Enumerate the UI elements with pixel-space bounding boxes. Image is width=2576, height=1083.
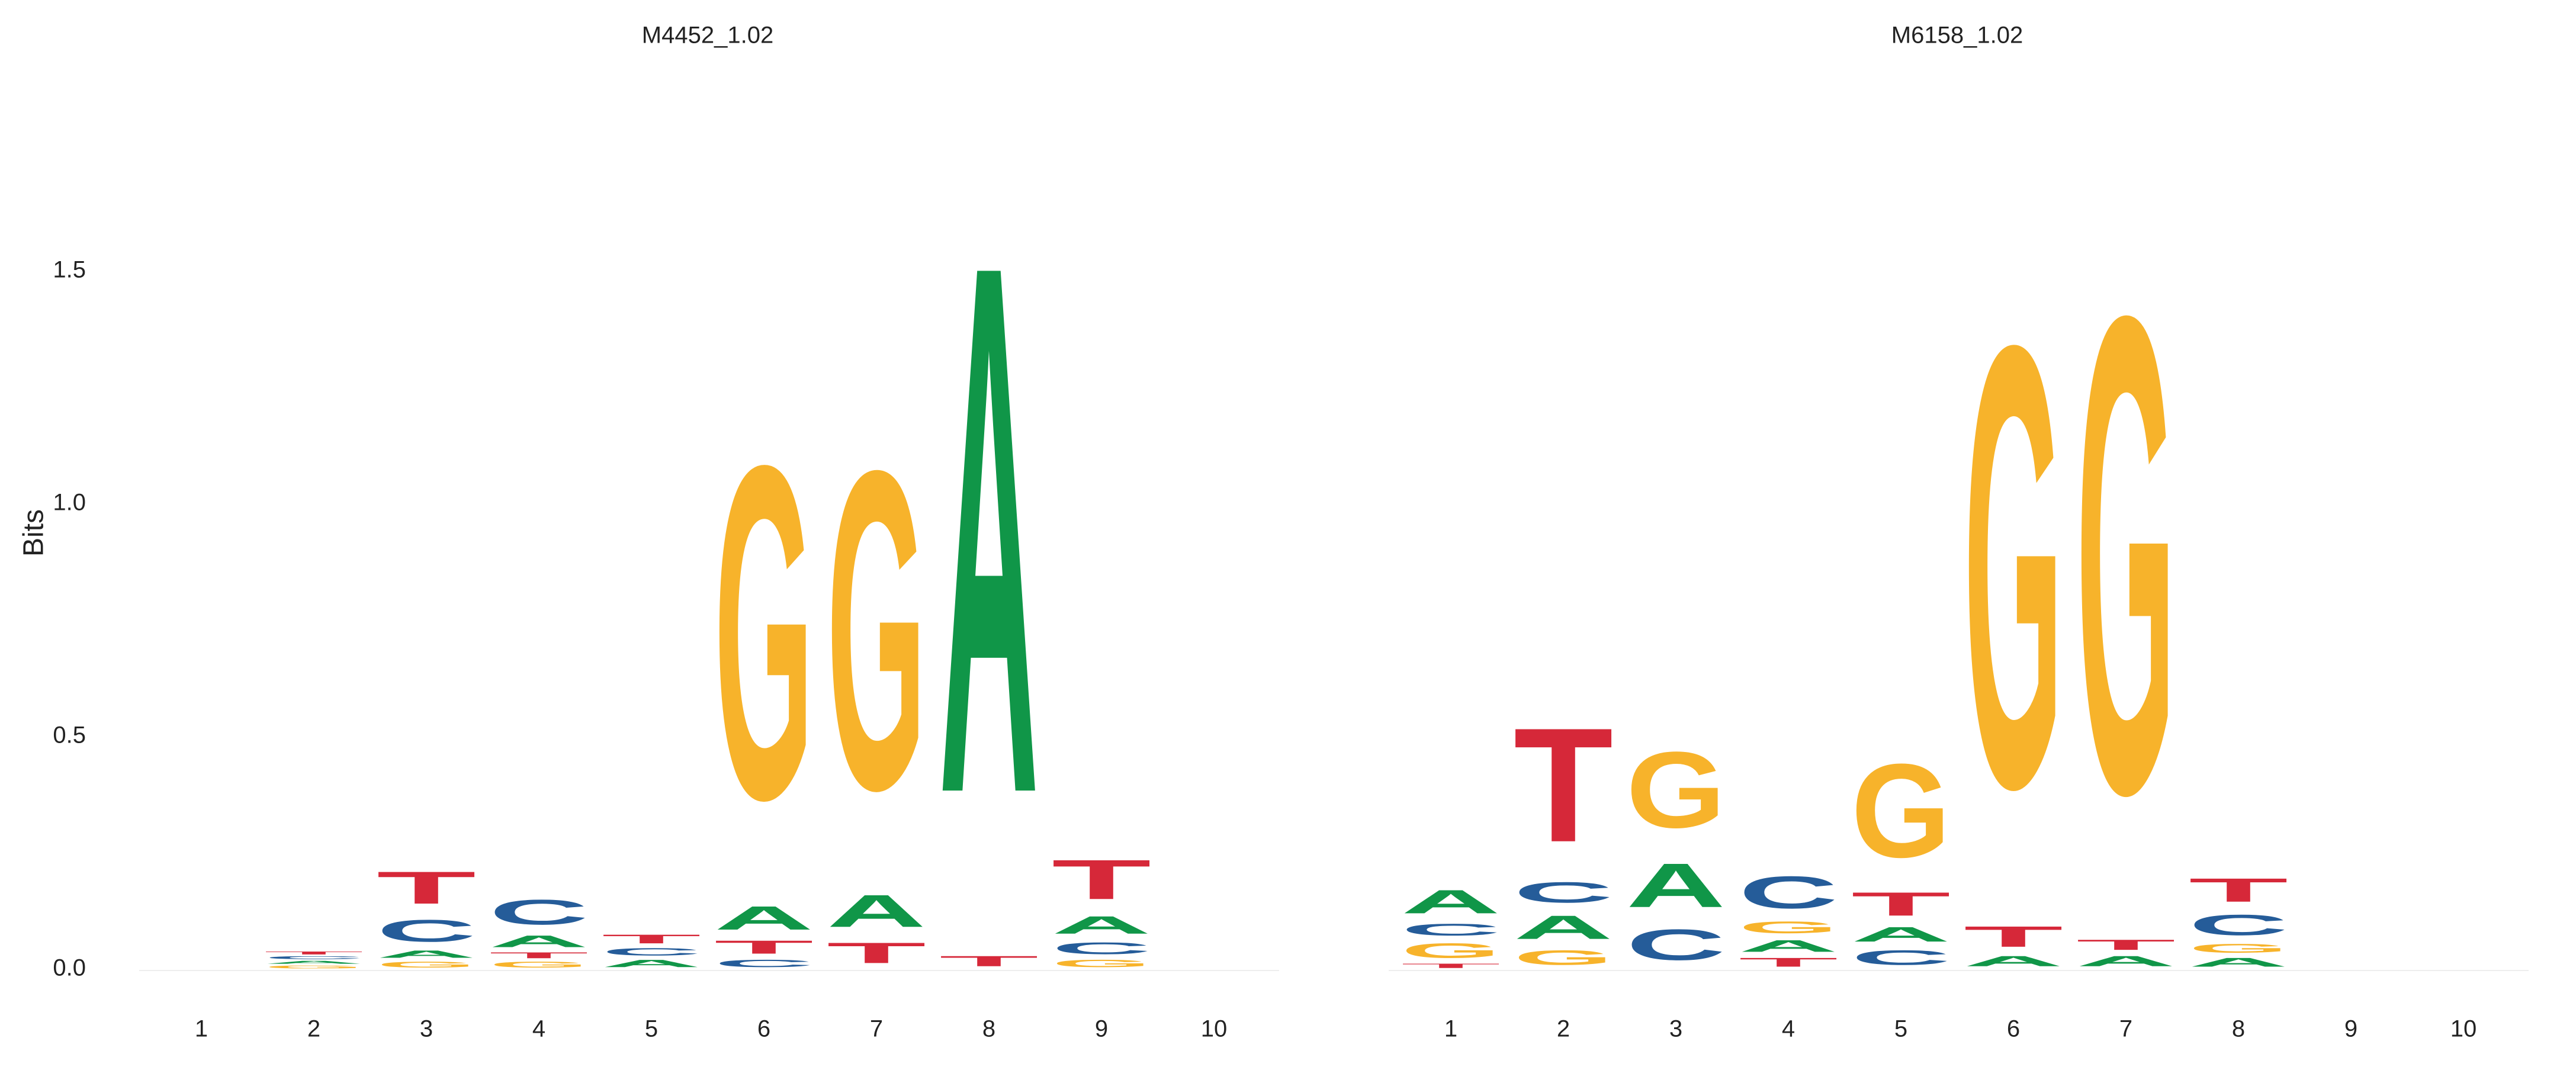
logo-panel-1: M4452_1.021 2GACT3GACT4GTAC5ACT6CTAG7TAG8… (139, 23, 1279, 1042)
logo-letter-C: C (1514, 876, 1613, 909)
logo-letter-A: A (1739, 937, 1838, 955)
logo-letter-C: C (1626, 920, 1726, 969)
logo-letter-A: A (489, 932, 589, 950)
x-tick-label: 3 (1669, 1016, 1682, 1042)
logo-letter-T: T (602, 932, 701, 946)
y-tick-label: 1.5 (53, 257, 86, 283)
logo-letter-T: T (1739, 955, 1838, 969)
logo-letter-G: G (827, 376, 926, 885)
logo-letter-A: A (2189, 955, 2288, 969)
x-tick-label: 1 (1444, 1016, 1457, 1042)
logo-letter-T: T (377, 862, 476, 914)
x-tick-label: 4 (1782, 1016, 1795, 1042)
logo-letter-T: T (1514, 695, 1613, 876)
logo-letter-A: A (939, 108, 1039, 952)
logo-letter-G: G (1401, 939, 1501, 962)
logo-letter-T: T (1851, 885, 1951, 923)
x-tick-label: 2 (307, 1016, 320, 1042)
logo-letter-G: G (714, 366, 814, 898)
logo-letter-T: T (489, 951, 589, 960)
x-tick-label: 9 (1095, 1016, 1108, 1042)
logo-letter-A: A (2076, 953, 2176, 969)
panel-title: M6158_1.02 (1891, 23, 2023, 49)
x-tick-label: 10 (1201, 1016, 1228, 1042)
logo-letter-A: A (1514, 909, 1613, 946)
logo-letter-C: C (264, 955, 364, 960)
logo-panels: M4452_1.021 2GACT3GACT4GTAC5ACT6CTAG7TAG8… (139, 23, 2529, 1042)
x-tick-label: 7 (870, 1016, 883, 1042)
x-tick-label: 10 (2450, 1016, 2477, 1042)
logo-letter-G: G (1626, 730, 1726, 850)
logo-letter-T: T (1964, 920, 2063, 953)
logo-letter-G: G (1514, 946, 1613, 969)
logo-letter-A: A (264, 960, 364, 965)
logo-letter-A: A (1851, 923, 1951, 946)
logo-letter-T: T (939, 953, 1039, 969)
logo-letter-T: T (1401, 962, 1501, 969)
logo-letter-A: A (1052, 911, 1151, 939)
x-tick-label: 8 (982, 1016, 995, 1042)
x-tick-label: 6 (2007, 1016, 2020, 1042)
logo-letter-C: C (714, 957, 814, 969)
logo-letter-C: C (2189, 909, 2288, 941)
x-tick-label: 4 (532, 1016, 545, 1042)
x-tick-label: 7 (2119, 1016, 2132, 1042)
logo-letter-C: C (489, 892, 589, 932)
y-axis-label: Bits (18, 509, 50, 557)
logo-letter-G: G (1052, 957, 1151, 969)
logo-letter-G: G (2189, 941, 2288, 956)
x-tick-label: 2 (1557, 1016, 1570, 1042)
x-tick-label: 6 (757, 1016, 770, 1042)
logo-letter-C: C (1052, 939, 1151, 957)
logo-letter-G: G (264, 965, 364, 969)
logo-letter-T: T (2076, 937, 2176, 953)
logo-letter-T: T (714, 937, 814, 957)
logo-letter-C: C (1739, 867, 1838, 918)
logo-letter-G: G (489, 960, 589, 969)
logo-letter-G: G (1851, 736, 1951, 885)
logo-letter-A: A (827, 885, 926, 937)
x-tick-label: 8 (2232, 1016, 2245, 1042)
logo-letter-A: A (602, 957, 701, 969)
y-tick-label: 0.0 (53, 955, 86, 981)
x-tick-label: 3 (420, 1016, 433, 1042)
logo-letter-T: T (827, 937, 926, 969)
logo-letter-A: A (1964, 953, 2063, 969)
y-tick-label: 0.5 (53, 722, 86, 748)
logo-letter-A: A (1401, 883, 1501, 920)
x-tick-label: 9 (2344, 1016, 2357, 1042)
logo-letter-G: G (1739, 918, 1838, 936)
logo-letter-A: A (714, 899, 814, 937)
logo-letter-A: A (377, 949, 476, 960)
logo-letter-G: G (1964, 214, 2063, 918)
logo-letter-G: G (377, 960, 476, 969)
logo-letter-T: T (2189, 872, 2288, 909)
logo-letter-C: C (602, 946, 701, 958)
logo-letter-C: C (1401, 920, 1501, 939)
x-tick-label: 5 (645, 1016, 658, 1042)
logo-letter-A: A (1626, 850, 1726, 920)
logo-letter-C: C (1851, 946, 1951, 969)
y-axis-ticks: 0.0 0.5 1.0 1.5 (53, 257, 86, 981)
logo-letter-G: G (2076, 176, 2176, 936)
panel-title: M4452_1.02 (642, 23, 773, 49)
logo-letter-T: T (1052, 848, 1151, 911)
x-tick-label: 1 (195, 1016, 208, 1042)
logo-letter-T: T (264, 951, 364, 956)
logo-letter-C: C (377, 913, 476, 948)
y-tick-label: 1.0 (53, 490, 86, 516)
x-tick-label: 5 (1894, 1016, 1907, 1042)
logo-panel-2: M6158_1.021TGCA2GACT3CAG4TAGC5CATG6ATG7A… (1389, 23, 2529, 1042)
